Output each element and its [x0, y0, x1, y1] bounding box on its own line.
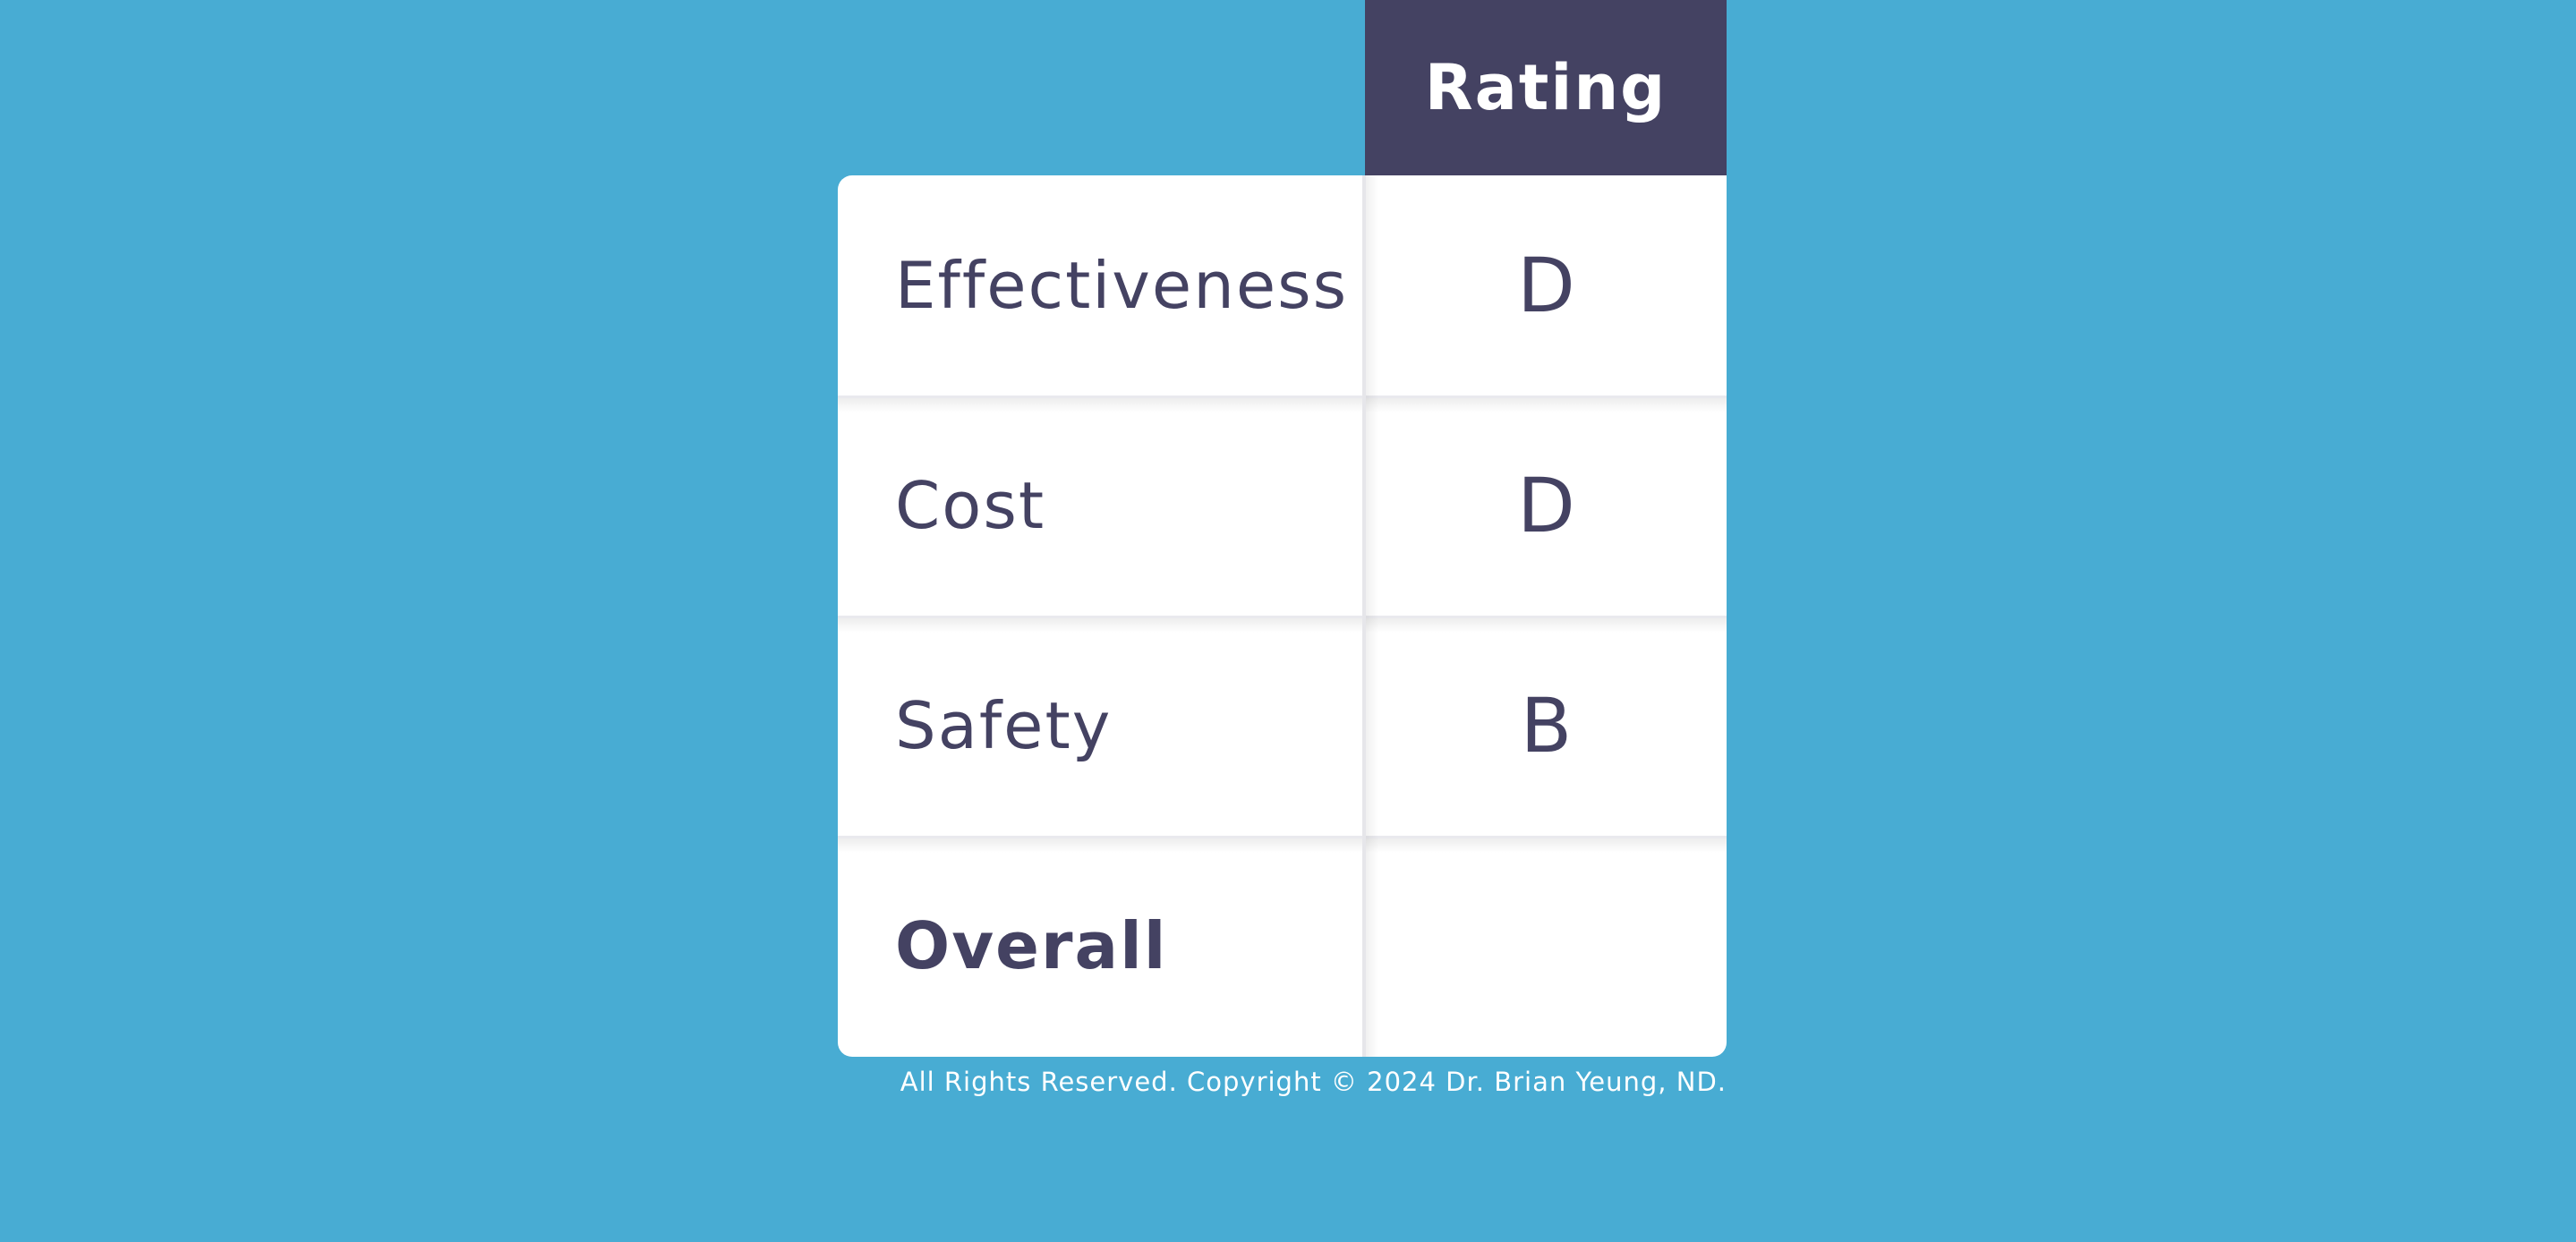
- copyright-notice: All Rights Reserved. Copyright © 2024 Dr…: [900, 1067, 1727, 1097]
- row-label-overall: Overall: [895, 908, 1168, 983]
- column-divider: [1362, 175, 1366, 1057]
- row-rating-overall: [1366, 836, 1727, 1056]
- row-rating-effectiveness: D: [1517, 242, 1575, 329]
- rating-column-header: Rating: [1365, 0, 1727, 175]
- table-row: Cost D: [838, 396, 1727, 616]
- row-rating-safety: B: [1520, 682, 1573, 770]
- row-label-cost: Cost: [895, 468, 1046, 543]
- row-label-safety: Safety: [895, 688, 1113, 763]
- row-divider: [838, 836, 1727, 838]
- row-divider-shadow: [838, 838, 1727, 853]
- table-row: Safety B: [838, 616, 1727, 836]
- table-row: Overall: [838, 836, 1727, 1056]
- rating-header-label: Rating: [1424, 51, 1668, 124]
- row-divider-shadow: [838, 398, 1727, 413]
- table-row: Effectiveness D: [838, 175, 1727, 396]
- row-rating-cost: D: [1517, 462, 1575, 549]
- row-divider: [838, 396, 1727, 398]
- rating-table: Effectiveness D Cost D Safety B Overall: [838, 175, 1727, 1057]
- row-divider-shadow: [838, 618, 1727, 633]
- row-label-effectiveness: Effectiveness: [895, 248, 1349, 323]
- column-divider-shadow: [1366, 175, 1378, 1057]
- row-divider: [838, 616, 1727, 618]
